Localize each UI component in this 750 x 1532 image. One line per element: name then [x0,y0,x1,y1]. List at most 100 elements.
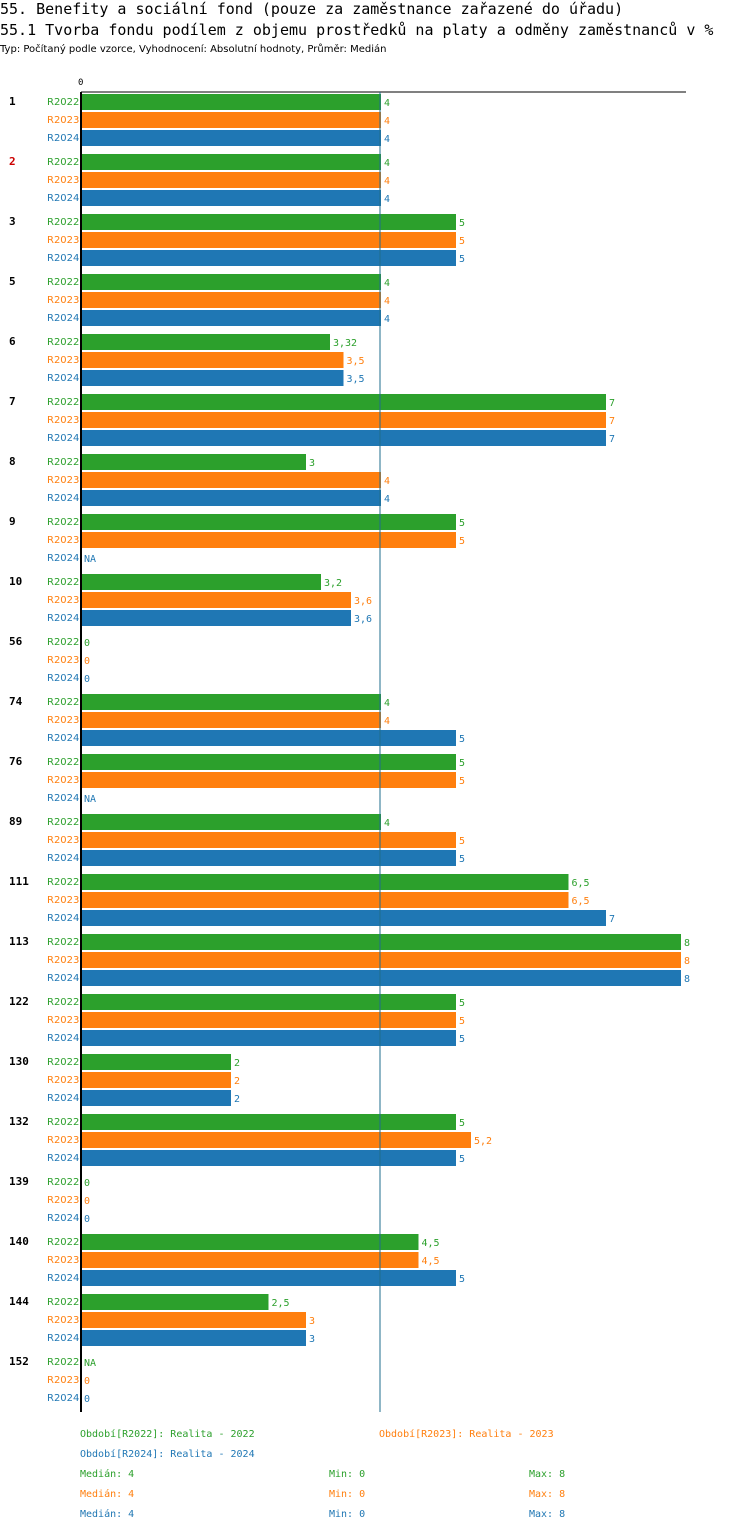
series-label: R2024 [47,193,79,204]
bar [81,292,381,308]
bar [81,1132,471,1148]
bar-value-label: 4 [384,278,390,289]
legend-period-r2022: Období[R2022]: Realita - 2022 [80,1429,255,1440]
series-label: R2022 [47,277,79,288]
series-label: R2024 [47,1033,79,1044]
bar-value-label: 5 [459,536,465,547]
group-label: 2 [9,155,16,168]
group-label: 1 [9,95,16,108]
bar [81,1252,419,1268]
bar-value-label: 3 [309,458,315,469]
series-label: R2022 [47,1237,79,1248]
bar [81,214,456,230]
bar-value-label: 3,6 [354,596,372,607]
bar [81,1270,456,1286]
bar-value-label: 7 [609,434,615,445]
series-label: R2022 [47,937,79,948]
bar [81,1030,456,1046]
series-label: R2023 [47,1315,79,1326]
bar-value-label: 7 [609,398,615,409]
bar-value-label: 3,5 [347,374,365,385]
bar [81,394,606,410]
group-label: 140 [9,1235,29,1248]
bar [81,130,381,146]
bar-value-label: 2 [234,1076,240,1087]
bar-value-label: 4 [384,134,390,145]
series-label: R2024 [47,1213,79,1224]
bar [81,1150,456,1166]
bar [81,190,381,206]
bar [81,112,381,128]
bar-value-label: 2 [234,1058,240,1069]
bar-value-label: 5 [459,1118,465,1129]
group-label: 3 [9,215,16,228]
series-label: R2022 [47,1357,79,1368]
chart-type-line: Typ: Počítaný podle vzorce, Vyhodnocení:… [0,44,387,55]
bar [81,592,351,608]
series-label: R2024 [47,253,79,264]
group-label: 144 [9,1295,29,1308]
series-label: R2023 [47,1195,79,1206]
series-label: R2022 [47,637,79,648]
series-label: R2023 [47,1255,79,1266]
group-label: 9 [9,515,16,528]
bar-value-label: NA [84,794,96,805]
series-label: R2023 [47,475,79,486]
bar [81,910,606,926]
bar [81,610,351,626]
series-label: R2024 [47,853,79,864]
bar-value-label: 4 [384,716,390,727]
series-label: R2023 [47,355,79,366]
series-label: R2023 [47,835,79,846]
bar [81,352,344,368]
series-label: R2024 [47,613,79,624]
bar-value-label: 4 [384,176,390,187]
bar-value-label: 4 [384,494,390,505]
series-label: R2024 [47,673,79,684]
series-label: R2024 [47,133,79,144]
bar-value-label: 4,5 [422,1256,440,1267]
bar [81,850,456,866]
group-label: 89 [9,815,22,828]
bar [81,250,456,266]
bar [81,1330,306,1346]
stat-min-r2023: Min: 0 [329,1489,366,1500]
bar-value-label: 5 [459,218,465,229]
bar [81,1012,456,1028]
bar [81,154,381,170]
bar-value-label: 4 [384,98,390,109]
bar [81,172,381,188]
bar-value-label: 5 [459,1034,465,1045]
bar-value-label: 5 [459,836,465,847]
bar-value-label: 2 [234,1094,240,1105]
series-label: R2022 [47,1117,79,1128]
series-label: R2022 [47,1297,79,1308]
bar-value-label: 4 [384,476,390,487]
series-label: R2022 [47,217,79,228]
series-label: R2022 [47,517,79,528]
bar [81,1072,231,1088]
group-label: 10 [9,575,22,588]
bar-value-label: 0 [84,674,90,685]
series-label: R2024 [47,973,79,984]
bar-value-label: 5 [459,1154,465,1165]
bar-value-label: 5 [459,254,465,265]
series-label: R2024 [47,1153,79,1164]
series-label: R2023 [47,715,79,726]
bar-value-label: 3,2 [324,578,342,589]
series-label: R2023 [47,235,79,246]
bar-value-label: 4 [384,158,390,169]
bar-value-label: 0 [84,1376,90,1387]
stat-median-r2022: Medián: 4 [80,1469,135,1480]
group-label: 5 [9,275,16,288]
series-label: R2022 [47,697,79,708]
bar [81,1312,306,1328]
bar [81,712,381,728]
bar-chart: 0 1 R2022 4 R2023 4 R2024 4 2 R2022 4 R2023 4 R2024 4 3… [9,78,690,1412]
series-label: R2023 [47,1375,79,1386]
bar-value-label: 5 [459,776,465,787]
bar-value-label: 5 [459,1016,465,1027]
bar-value-label: 5,2 [474,1136,492,1147]
series-label: R2022 [47,97,79,108]
group-label: 130 [9,1055,29,1068]
